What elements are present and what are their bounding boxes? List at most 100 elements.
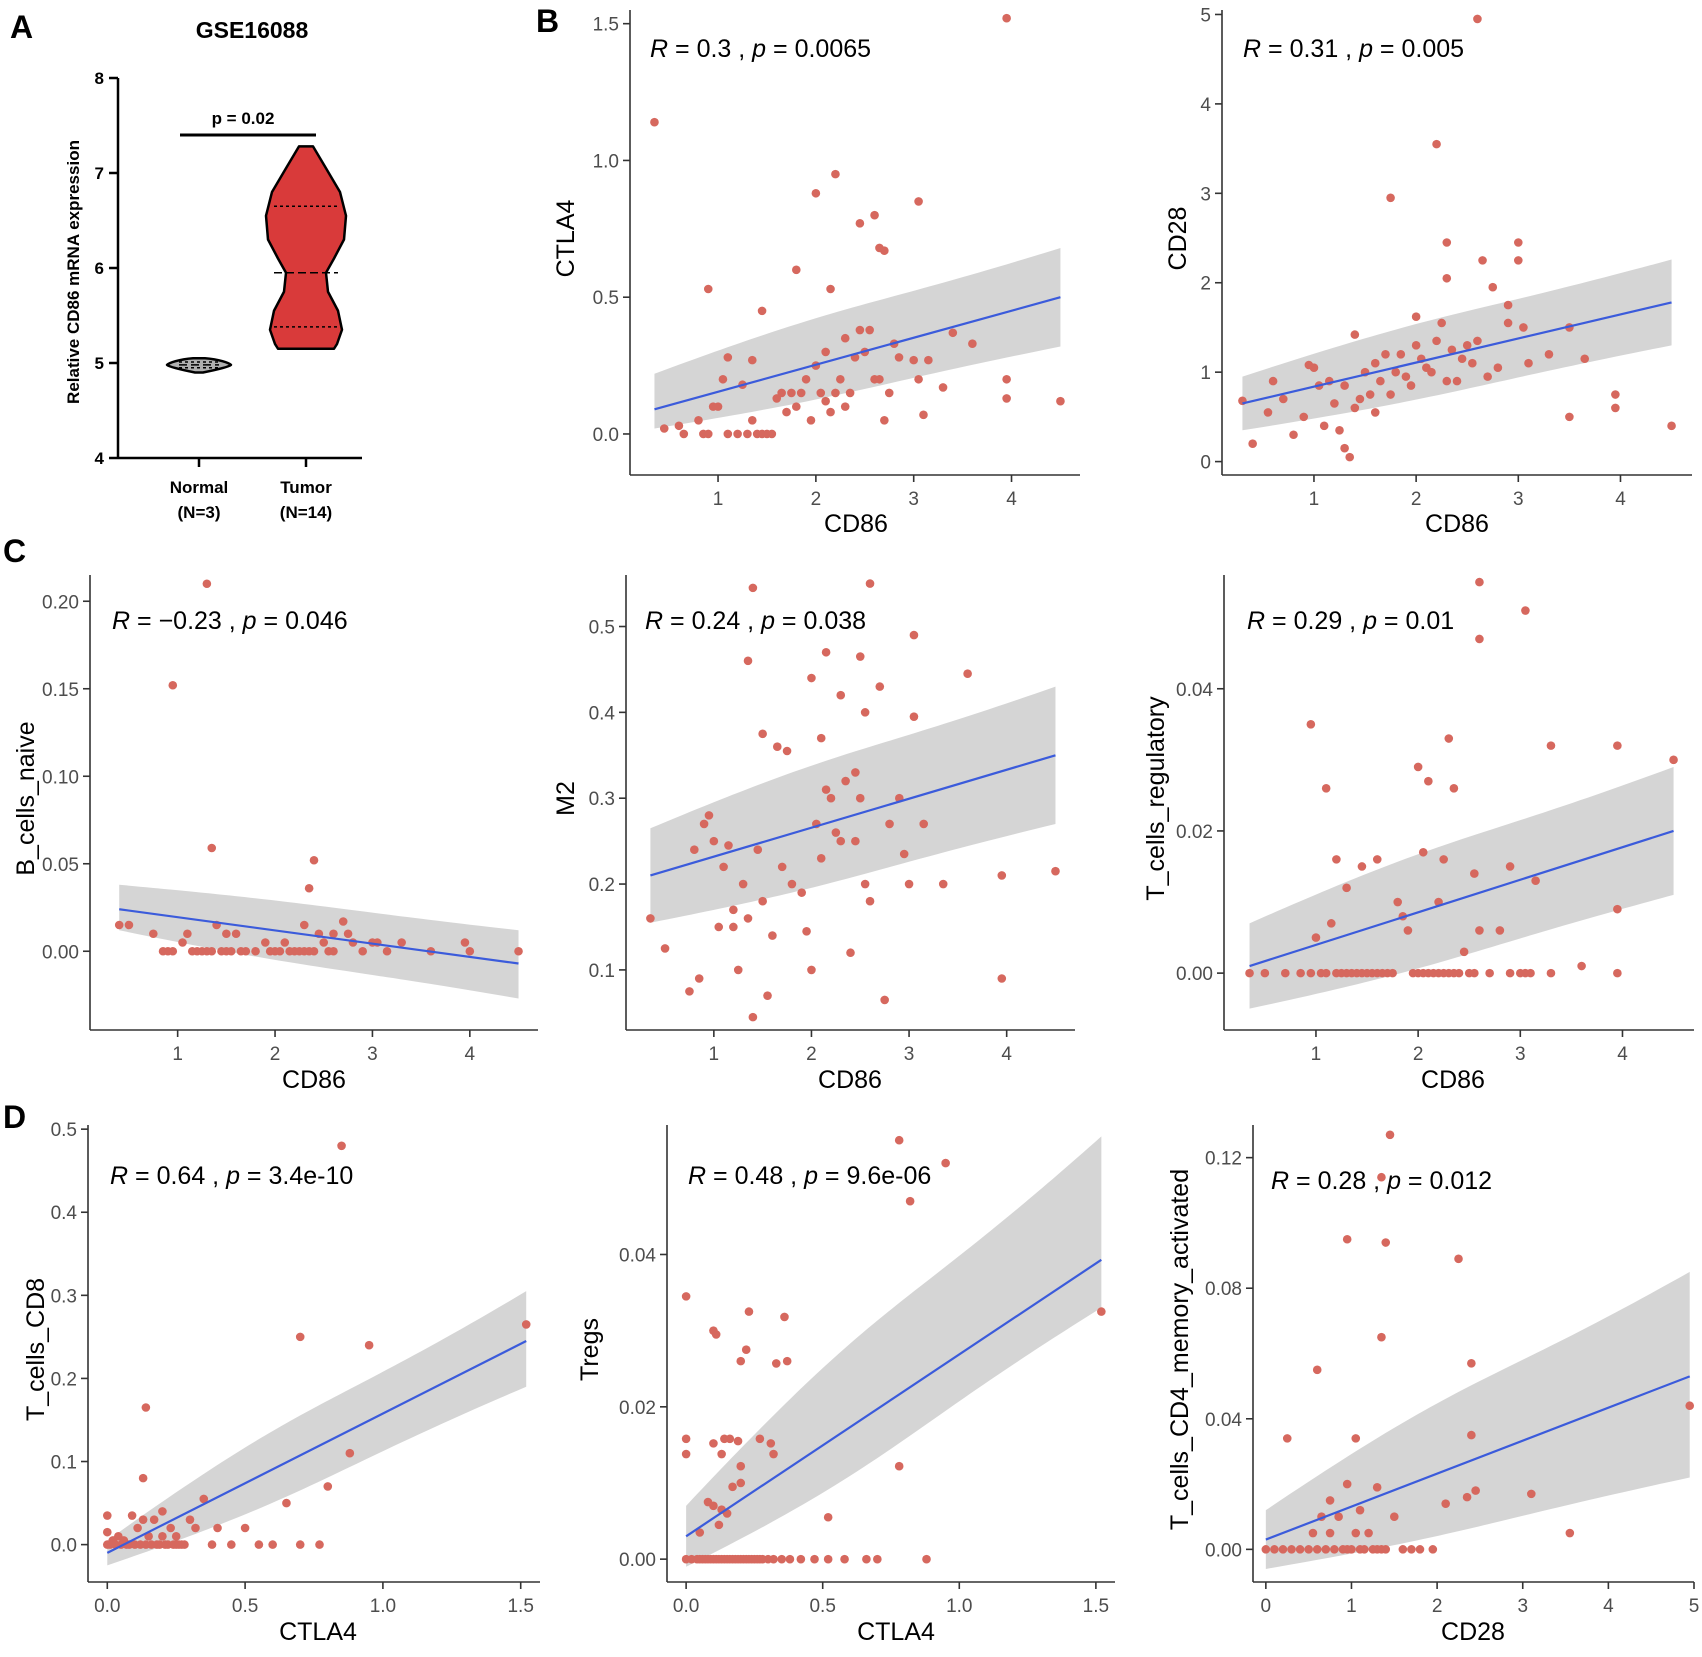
correlation-annotation: R = 0.48 , p = 9.6e-06: [688, 1162, 931, 1190]
data-point: [1347, 1545, 1356, 1554]
data-point: [268, 1540, 277, 1549]
data-point: [1355, 394, 1365, 404]
regression-line: [650, 754, 1056, 877]
y-axis-label: Relative CD86 mRNA expression: [64, 140, 83, 404]
data-point: [465, 946, 475, 956]
scatter-plot-b-cells-naive: 1 2 3 4 0.00 0.05 0.10 0.15 0.20 R = −0.23 , p = …: [12, 575, 538, 1094]
y-tick-label: 0.0: [51, 1536, 77, 1557]
data-point: [855, 793, 865, 803]
data-point: [694, 974, 704, 983]
correlation-annotation: R = 0.3 , p = 0.0065: [650, 35, 871, 63]
data-point: [690, 845, 699, 855]
data-point: [681, 1449, 691, 1459]
data-point: [821, 647, 831, 657]
y-tick-label: 0.04: [619, 1245, 656, 1266]
x-tick-label: 3: [904, 1044, 915, 1065]
data-point: [1002, 13, 1011, 23]
data-point: [769, 1449, 778, 1459]
stat-r-label: R: [645, 607, 663, 635]
y-axis-label: Tregs: [576, 1318, 604, 1381]
stat-eq: =: [706, 1162, 735, 1190]
data-point: [909, 630, 919, 640]
stat-eq: =: [663, 607, 692, 635]
correlation-annotation: R = 0.31 , p = 0.005: [1243, 35, 1464, 63]
x-tick-label: 2: [1413, 1044, 1424, 1065]
data-point: [736, 1461, 746, 1471]
y-tick-label: 1: [1200, 363, 1211, 384]
data-point: [792, 265, 801, 275]
data-point: [1309, 363, 1319, 372]
x-tick-label: 4: [1006, 489, 1017, 510]
stat-p-value: 9.6e-06: [846, 1162, 931, 1190]
data-point: [733, 965, 743, 975]
data-point: [183, 929, 192, 939]
data-point: [772, 742, 782, 751]
x-axis-label: CD86: [282, 1066, 346, 1094]
data-point: [713, 402, 723, 411]
data-point: [870, 210, 879, 220]
panel-label-b: B: [536, 3, 559, 39]
regression-line: [106, 1340, 527, 1554]
data-point: [149, 929, 158, 939]
violin-chart: GSE16088 4 5 6 7 8 Relative CD86 mRNA expressi…: [64, 17, 362, 522]
data-point: [1342, 1234, 1352, 1244]
data-point: [1403, 926, 1413, 935]
data-point: [723, 353, 733, 362]
data-point: [1377, 1332, 1386, 1342]
data-point: [1580, 354, 1590, 364]
stat-r-value: 0.64: [157, 1162, 206, 1190]
data-point: [1330, 1545, 1339, 1554]
data-point: [1424, 776, 1433, 786]
data-point: [1467, 1358, 1476, 1368]
correlation-annotation: R = 0.64 , p = 3.4e-10: [110, 1162, 353, 1190]
data-point: [1332, 855, 1341, 864]
y-tick-label: 0.08: [1205, 1279, 1242, 1300]
stat-r-value: 0.3: [697, 35, 732, 63]
scatter-plot-t-cells-cd4-memory-activated: 0 1 2 3 4 5 0.00 0.04 0.08 0.12 R = 0.28 , p = 0.0…: [1166, 1125, 1699, 1646]
confidence-band: [686, 1136, 1102, 1567]
data-point: [674, 421, 684, 431]
data-point: [695, 1528, 705, 1537]
data-point: [1097, 1307, 1106, 1316]
data-point: [1325, 1528, 1335, 1538]
data-point: [894, 1461, 904, 1471]
data-point: [1432, 139, 1441, 149]
data-point: [1468, 358, 1477, 368]
data-point: [725, 1434, 735, 1444]
y-tick-label: 5: [1200, 5, 1211, 26]
data-point: [922, 1554, 931, 1564]
data-point: [358, 946, 367, 956]
data-point: [102, 1527, 112, 1537]
data-point: [1357, 862, 1367, 871]
data-point: [840, 1554, 849, 1564]
correlation-annotation: R = 0.28 , p = 0.012: [1271, 1167, 1492, 1195]
data-point: [1278, 1545, 1288, 1554]
data-point: [1527, 1489, 1536, 1499]
data-point: [178, 938, 187, 947]
stat-p-value: 0.01: [1405, 607, 1454, 635]
data-point: [1442, 273, 1452, 283]
data-point: [1611, 390, 1620, 399]
data-point: [241, 946, 251, 956]
data-point: [1475, 577, 1484, 587]
data-point: [1248, 439, 1257, 449]
data-point: [213, 1523, 222, 1533]
data-point: [138, 1473, 148, 1483]
data-point: [1577, 961, 1586, 971]
data-point: [1415, 1545, 1425, 1554]
data-point: [763, 991, 772, 1000]
y-tick-label: 8: [95, 69, 104, 88]
data-point: [873, 1554, 882, 1564]
stat-sep: ,: [740, 607, 761, 635]
data-point: [1611, 403, 1620, 413]
data-point: [646, 914, 655, 923]
regression-line: [119, 908, 519, 965]
stat-p-label: p: [1362, 607, 1377, 635]
data-point: [1325, 1496, 1335, 1505]
data-point: [738, 879, 748, 889]
data-point: [851, 836, 860, 846]
stat-r-value: 0.48: [735, 1162, 784, 1190]
panel-label-d: D: [3, 1099, 26, 1135]
stat-sep: ,: [1366, 1167, 1387, 1195]
data-point: [254, 1540, 264, 1549]
